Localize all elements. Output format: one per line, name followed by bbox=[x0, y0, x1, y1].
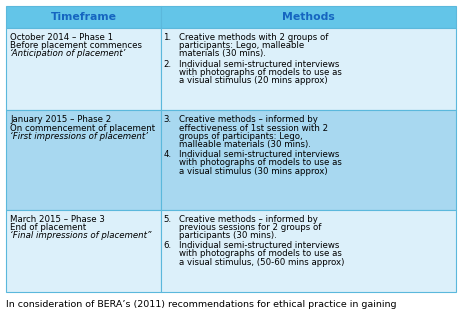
Text: participants (30 mins).: participants (30 mins). bbox=[179, 231, 277, 240]
Text: January 2015 – Phase 2: January 2015 – Phase 2 bbox=[10, 115, 111, 125]
Bar bbox=[161, 28, 456, 110]
Text: Creative methods – informed by: Creative methods – informed by bbox=[179, 115, 318, 125]
Bar bbox=[161, 209, 456, 292]
Text: Individual semi-structured interviews: Individual semi-structured interviews bbox=[179, 60, 340, 69]
Text: Individual semi-structured interviews: Individual semi-structured interviews bbox=[179, 241, 340, 250]
Text: ‘Final impressions of placement”: ‘Final impressions of placement” bbox=[10, 231, 152, 240]
Text: materials (30 mins).: materials (30 mins). bbox=[179, 49, 266, 58]
Text: 4.: 4. bbox=[163, 150, 171, 159]
Text: 1.: 1. bbox=[163, 33, 171, 42]
Bar bbox=[6, 28, 161, 110]
Text: Methods: Methods bbox=[282, 12, 335, 22]
Text: a visual stimulus (30 mins approx): a visual stimulus (30 mins approx) bbox=[179, 166, 328, 175]
Text: 5.: 5. bbox=[163, 214, 171, 224]
Bar bbox=[6, 209, 161, 292]
Bar bbox=[161, 110, 456, 209]
Text: Before placement commences: Before placement commences bbox=[10, 41, 142, 50]
Bar bbox=[161, 6, 456, 28]
Text: ‘Anticipation of placement’: ‘Anticipation of placement’ bbox=[10, 49, 126, 58]
Text: with photographs of models to use as: with photographs of models to use as bbox=[179, 249, 342, 258]
Text: Timeframe: Timeframe bbox=[51, 12, 117, 22]
Text: 6.: 6. bbox=[163, 241, 171, 250]
Text: with photographs of models to use as: with photographs of models to use as bbox=[179, 68, 342, 77]
Text: with photographs of models to use as: with photographs of models to use as bbox=[179, 159, 342, 167]
Text: effectiveness of 1st session with 2: effectiveness of 1st session with 2 bbox=[179, 124, 329, 133]
Text: previous sessions for 2 groups of: previous sessions for 2 groups of bbox=[179, 223, 321, 232]
Text: March 2015 – Phase 3: March 2015 – Phase 3 bbox=[10, 214, 105, 224]
Text: a visual stimulus, (50-60 mins approx): a visual stimulus, (50-60 mins approx) bbox=[179, 258, 345, 267]
Text: 2.: 2. bbox=[163, 60, 171, 69]
Text: Creative methods with 2 groups of: Creative methods with 2 groups of bbox=[179, 33, 329, 42]
Text: ‘First impressions of placement’: ‘First impressions of placement’ bbox=[10, 132, 148, 141]
Text: Individual semi-structured interviews: Individual semi-structured interviews bbox=[179, 150, 340, 159]
Text: groups of participants: Lego,: groups of participants: Lego, bbox=[179, 132, 303, 141]
Text: End of placement: End of placement bbox=[10, 223, 86, 232]
Text: malleable materials (30 mins).: malleable materials (30 mins). bbox=[179, 140, 311, 149]
Text: On commencement of placement: On commencement of placement bbox=[10, 124, 155, 133]
Text: October 2014 – Phase 1: October 2014 – Phase 1 bbox=[10, 33, 113, 42]
Text: a visual stimulus (20 mins approx): a visual stimulus (20 mins approx) bbox=[179, 76, 328, 85]
Bar bbox=[6, 6, 161, 28]
Bar bbox=[6, 110, 161, 209]
Text: 3.: 3. bbox=[163, 115, 171, 125]
Text: Creative methods – informed by: Creative methods – informed by bbox=[179, 214, 318, 224]
Text: In consideration of BERA’s (2011) recommendations for ethical practice in gainin: In consideration of BERA’s (2011) recomm… bbox=[6, 300, 396, 309]
Text: participants: Lego, malleable: participants: Lego, malleable bbox=[179, 41, 304, 50]
